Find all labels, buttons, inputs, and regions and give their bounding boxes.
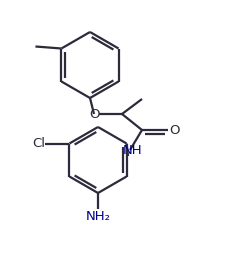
Text: O: O bbox=[169, 124, 179, 136]
Text: O: O bbox=[89, 107, 99, 121]
Text: Cl: Cl bbox=[32, 137, 45, 150]
Text: NH: NH bbox=[123, 144, 143, 158]
Text: NH₂: NH₂ bbox=[85, 209, 111, 223]
